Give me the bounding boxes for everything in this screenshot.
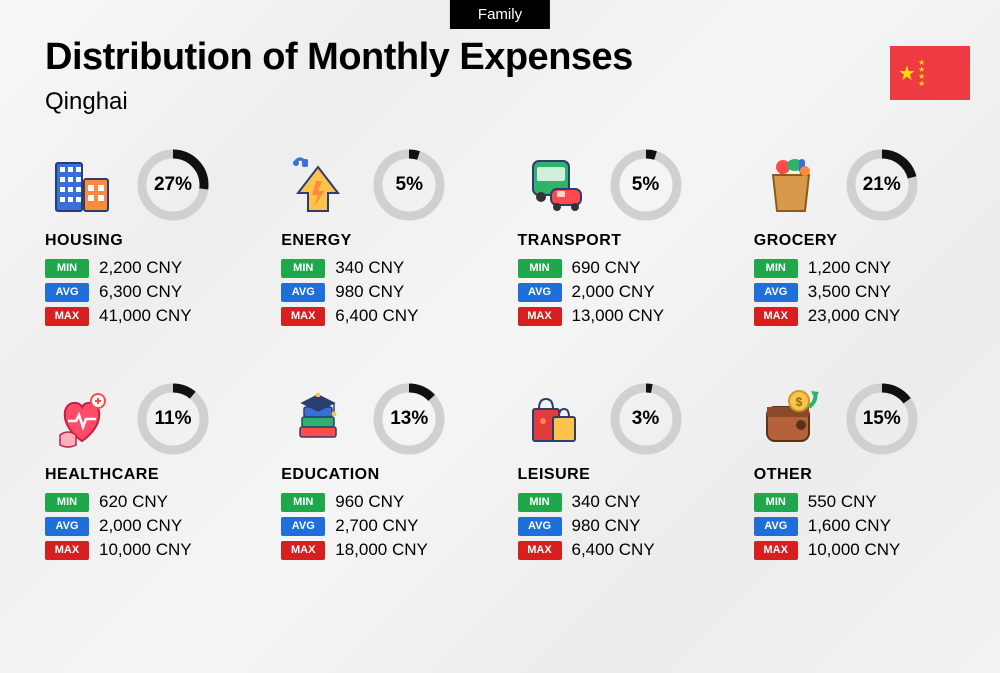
pct-label: 3% [610, 383, 682, 455]
min-value: 340 CNY [335, 258, 404, 278]
min-value: 620 CNY [99, 492, 168, 512]
avg-value: 980 CNY [335, 282, 404, 302]
min-value: 690 CNY [572, 258, 641, 278]
pct-label: 5% [610, 149, 682, 221]
max-value: 10,000 CNY [808, 540, 901, 560]
avg-value: 1,600 CNY [808, 516, 891, 536]
avg-value: 2,000 CNY [99, 516, 182, 536]
pct-label: 21% [846, 149, 918, 221]
category-tag: Family [450, 0, 550, 29]
pct-donut-energy: 5% [373, 149, 445, 221]
max-badge: MAX [518, 541, 562, 560]
card-healthcare: 11% HEALTHCARE MIN 620 CNY AVG 2,000 CNY… [45, 382, 261, 564]
avg-badge: AVG [45, 517, 89, 536]
grocery-icon [754, 148, 828, 222]
max-value: 10,000 CNY [99, 540, 192, 560]
category-name: TRANSPORT [518, 232, 734, 250]
category-name: HEALTHCARE [45, 466, 261, 484]
min-value: 960 CNY [335, 492, 404, 512]
flag-star-icon: ★ [898, 61, 916, 86]
card-education: 13% EDUCATION MIN 960 CNY AVG 2,700 CNY … [281, 382, 497, 564]
pct-label: 27% [137, 149, 209, 221]
min-badge: MIN [754, 259, 798, 278]
min-value: 550 CNY [808, 492, 877, 512]
min-badge: MIN [45, 259, 89, 278]
pct-label: 13% [373, 383, 445, 455]
svg-text:$: $ [795, 395, 802, 409]
max-value: 41,000 CNY [99, 306, 192, 326]
card-transport: 5% TRANSPORT MIN 690 CNY AVG 2,000 CNY M… [518, 148, 734, 330]
avg-badge: AVG [45, 283, 89, 302]
max-value: 6,400 CNY [572, 540, 655, 560]
flag-small-stars: ★★★★ [918, 59, 925, 87]
max-value: 13,000 CNY [572, 306, 665, 326]
pct-label: 5% [373, 149, 445, 221]
china-flag: ★ ★★★★ [890, 46, 970, 100]
category-name: EDUCATION [281, 466, 497, 484]
energy-icon [281, 148, 355, 222]
min-badge: MIN [518, 493, 562, 512]
max-badge: MAX [754, 541, 798, 560]
category-name: GROCERY [754, 232, 970, 250]
healthcare-icon [45, 382, 119, 456]
avg-badge: AVG [518, 283, 562, 302]
max-value: 18,000 CNY [335, 540, 428, 560]
avg-badge: AVG [281, 517, 325, 536]
min-value: 2,200 CNY [99, 258, 182, 278]
min-value: 340 CNY [572, 492, 641, 512]
avg-value: 6,300 CNY [99, 282, 182, 302]
max-value: 23,000 CNY [808, 306, 901, 326]
max-badge: MAX [754, 307, 798, 326]
page-title: Distribution of Monthly Expenses [45, 36, 633, 79]
min-badge: MIN [281, 259, 325, 278]
avg-value: 3,500 CNY [808, 282, 891, 302]
max-badge: MAX [281, 541, 325, 560]
pct-donut-education: 13% [373, 383, 445, 455]
category-name: HOUSING [45, 232, 261, 250]
pct-donut-other: 15% [846, 383, 918, 455]
card-energy: 5% ENERGY MIN 340 CNY AVG 980 CNY MAX 6,… [281, 148, 497, 330]
avg-value: 2,700 CNY [335, 516, 418, 536]
transport-icon [518, 148, 592, 222]
max-badge: MAX [518, 307, 562, 326]
pct-donut-leisure: 3% [610, 383, 682, 455]
categories-grid: 27% HOUSING MIN 2,200 CNY AVG 6,300 CNY … [45, 148, 970, 564]
max-badge: MAX [281, 307, 325, 326]
category-name: LEISURE [518, 466, 734, 484]
leisure-icon [518, 382, 592, 456]
other-icon: $ [754, 382, 828, 456]
avg-value: 980 CNY [572, 516, 641, 536]
pct-label: 11% [137, 383, 209, 455]
education-icon [281, 382, 355, 456]
avg-badge: AVG [754, 283, 798, 302]
max-badge: MAX [45, 541, 89, 560]
card-other: $ 15% OTHER MIN 550 CNY AVG 1,600 CNY [754, 382, 970, 564]
category-name: OTHER [754, 466, 970, 484]
card-grocery: 21% GROCERY MIN 1,200 CNY AVG 3,500 CNY … [754, 148, 970, 330]
category-name: ENERGY [281, 232, 497, 250]
min-value: 1,200 CNY [808, 258, 891, 278]
avg-value: 2,000 CNY [572, 282, 655, 302]
min-badge: MIN [754, 493, 798, 512]
housing-icon [45, 148, 119, 222]
card-housing: 27% HOUSING MIN 2,200 CNY AVG 6,300 CNY … [45, 148, 261, 330]
min-badge: MIN [281, 493, 325, 512]
avg-badge: AVG [518, 517, 562, 536]
min-badge: MIN [518, 259, 562, 278]
pct-label: 15% [846, 383, 918, 455]
avg-badge: AVG [754, 517, 798, 536]
page-subtitle: Qinghai [45, 88, 128, 116]
card-leisure: 3% LEISURE MIN 340 CNY AVG 980 CNY MAX 6… [518, 382, 734, 564]
avg-badge: AVG [281, 283, 325, 302]
pct-donut-housing: 27% [137, 149, 209, 221]
pct-donut-grocery: 21% [846, 149, 918, 221]
min-badge: MIN [45, 493, 89, 512]
pct-donut-transport: 5% [610, 149, 682, 221]
pct-donut-healthcare: 11% [137, 383, 209, 455]
max-value: 6,400 CNY [335, 306, 418, 326]
max-badge: MAX [45, 307, 89, 326]
